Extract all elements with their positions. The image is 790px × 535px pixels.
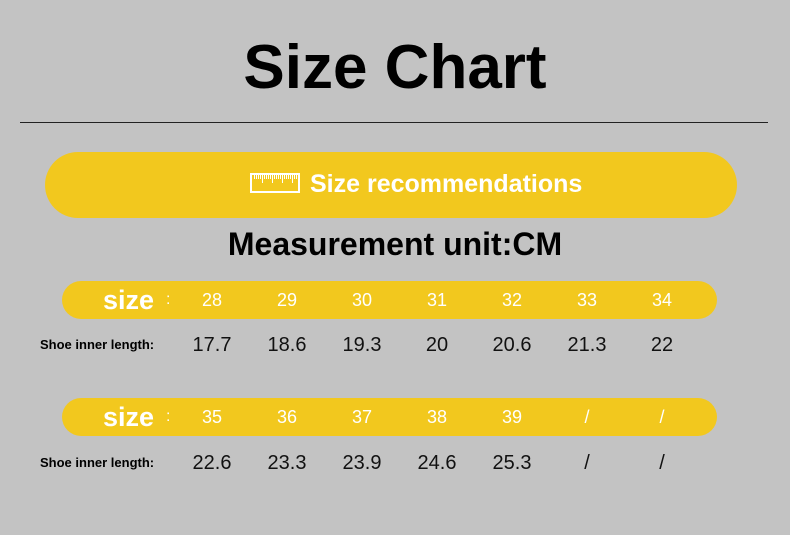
length-label: Shoe inner length:: [40, 455, 155, 470]
unit-label: Measurement unit:CM: [227, 226, 563, 262]
length-value: 24.6: [417, 452, 457, 474]
size-row-banner: [62, 281, 717, 319]
size-label: size: [103, 402, 155, 432]
size-value: 38: [426, 407, 448, 427]
size-label: size: [103, 285, 155, 315]
page-title: Size Chart: [243, 33, 547, 102]
size-value: /: [584, 407, 590, 427]
length-value: 19.3: [342, 334, 382, 356]
size-colon: :: [166, 408, 171, 425]
size-value: 31: [426, 290, 448, 310]
size-value: 33: [576, 290, 598, 310]
ruler-icon: [250, 173, 300, 193]
length-value: 17.7: [192, 334, 232, 356]
size-value: 32: [501, 290, 523, 310]
size-value: 34: [651, 290, 673, 310]
size-value: 37: [351, 407, 373, 427]
length-value: 20.6: [492, 334, 532, 356]
size-value: 30: [351, 290, 373, 310]
length-value: 22: [650, 334, 674, 356]
size-colon: :: [166, 291, 171, 308]
length-value: /: [584, 452, 590, 474]
length-value: /: [659, 452, 665, 474]
length-value: 23.3: [267, 452, 307, 474]
length-value: 21.3: [567, 334, 607, 356]
length-label: Shoe inner length:: [40, 337, 155, 352]
size-value: 28: [201, 290, 223, 310]
size-value: /: [659, 407, 665, 427]
recommendation-label: Size recommendations: [310, 170, 583, 198]
recommendation-banner: [45, 152, 737, 218]
size-value: 29: [276, 290, 298, 310]
divider: [20, 122, 768, 123]
length-value: 25.3: [492, 452, 532, 474]
size-row-banner: [62, 398, 717, 436]
length-value: 23.9: [342, 452, 382, 474]
size-value: 35: [201, 407, 223, 427]
length-value: 18.6: [267, 334, 307, 356]
length-value: 22.6: [192, 452, 232, 474]
size-value: 36: [276, 407, 298, 427]
length-value: 20: [425, 334, 449, 356]
size-value: 39: [501, 407, 523, 427]
